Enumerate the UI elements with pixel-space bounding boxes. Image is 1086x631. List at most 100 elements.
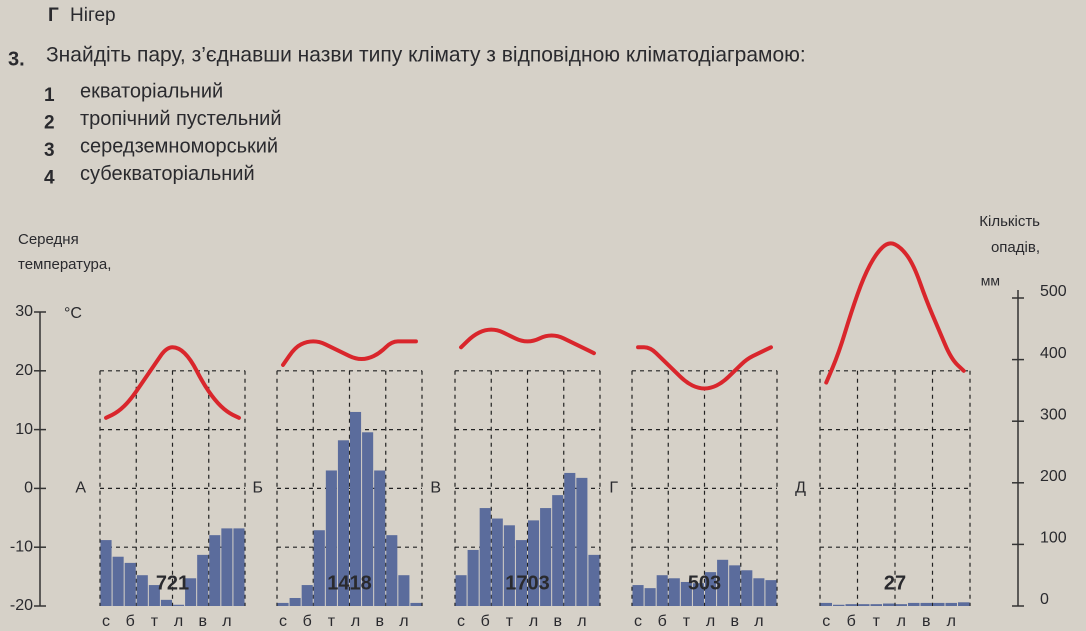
- y2-tick-label: 200: [1040, 468, 1067, 485]
- chart-label: В: [430, 480, 441, 497]
- task-number: 3.: [8, 48, 25, 70]
- precip-bar: [870, 604, 882, 606]
- month-label: в: [553, 613, 562, 630]
- month-label: в: [922, 613, 931, 630]
- precip-bar: [467, 549, 479, 606]
- chart-label: Б: [253, 480, 264, 497]
- precip-bar: [479, 508, 491, 606]
- precip-bar: [398, 575, 410, 606]
- y2-tick-label: 400: [1040, 345, 1067, 362]
- month-label: с: [457, 613, 465, 630]
- precip-bar: [325, 470, 337, 606]
- option-text: екваторіальний: [80, 80, 223, 102]
- y-tick-label: 10: [15, 421, 33, 438]
- month-label: л: [222, 613, 231, 630]
- precip-bar: [386, 535, 398, 606]
- precip-bar: [933, 602, 945, 606]
- y-axis-unit: °C: [64, 305, 82, 322]
- month-label: с: [279, 613, 287, 630]
- precip-bar: [337, 440, 349, 606]
- precip-bar: [491, 518, 503, 606]
- y2-axis-title: Кількість: [979, 213, 1040, 230]
- precip-bar: [362, 432, 374, 606]
- y2-tick-label: 300: [1040, 406, 1067, 423]
- chart-label: Д: [795, 480, 806, 497]
- precip-bar: [374, 470, 386, 606]
- month-label: л: [174, 613, 183, 630]
- precip-bar: [958, 602, 970, 606]
- month-label: с: [634, 613, 642, 630]
- month-label: в: [375, 613, 384, 630]
- month-label: л: [399, 613, 408, 630]
- month-label: б: [126, 613, 135, 630]
- month-label: т: [873, 613, 881, 630]
- precip-bar: [301, 585, 313, 606]
- month-label: л: [351, 613, 360, 630]
- precip-bar: [528, 520, 540, 606]
- precip-bar: [564, 472, 576, 606]
- option-text: середземноморський: [80, 135, 278, 157]
- precip-bar: [455, 575, 467, 606]
- option-text: субекваторіальний: [80, 163, 255, 185]
- month-label: в: [198, 613, 207, 630]
- precip-bar: [820, 602, 832, 606]
- precip-bar: [100, 540, 112, 606]
- option-number: 4: [44, 168, 55, 189]
- month-label: в: [730, 613, 739, 630]
- y-tick-label: 30: [15, 303, 33, 320]
- precip-bar: [197, 554, 209, 606]
- precip-bar: [833, 604, 845, 606]
- precip-bar: [124, 562, 136, 606]
- precip-bar: [540, 508, 552, 606]
- month-label: б: [303, 613, 312, 630]
- y-tick-label: -10: [10, 538, 33, 555]
- option-number: 3: [44, 140, 55, 161]
- precip-bar: [112, 556, 124, 606]
- month-label: л: [947, 613, 956, 630]
- chart-label: А: [75, 480, 86, 497]
- y-tick-label: 0: [24, 480, 33, 497]
- annual-total: 721: [156, 572, 189, 594]
- temperature-line: [104, 345, 241, 420]
- task-text: Знайдіть пару, з’єднавши назви типу клім…: [46, 44, 806, 67]
- precip-bar: [148, 585, 160, 606]
- month-label: б: [847, 613, 856, 630]
- precip-bar: [895, 604, 907, 606]
- month-label: б: [658, 613, 667, 630]
- y-axis-title: Середня: [18, 231, 79, 248]
- y2-axis-title: опадів,: [991, 239, 1040, 256]
- precip-bar: [692, 583, 704, 606]
- temperature-line: [824, 241, 966, 385]
- chart-label: Г: [609, 480, 618, 497]
- y2-tick-label: 0: [1040, 591, 1049, 608]
- month-label: б: [481, 613, 490, 630]
- precip-bar: [515, 540, 527, 606]
- option-text: тропічний пустельний: [80, 108, 282, 130]
- precip-bar: [729, 565, 741, 606]
- month-label: л: [529, 613, 538, 630]
- y2-tick-label: 100: [1040, 530, 1067, 547]
- temperature-line: [459, 327, 596, 356]
- y-tick-label: 20: [15, 362, 33, 379]
- precip-bar: [136, 575, 148, 606]
- precip-bar: [741, 570, 753, 606]
- annual-total: 1703: [505, 572, 550, 594]
- precip-bar: [233, 528, 245, 606]
- month-label: т: [683, 613, 691, 630]
- precip-bar: [221, 528, 233, 606]
- option-number: 2: [44, 113, 55, 134]
- precip-bar: [503, 525, 515, 606]
- y-axis-title: температура,: [18, 256, 111, 273]
- month-label: л: [706, 613, 715, 630]
- precip-bar: [410, 602, 422, 606]
- precip-bar: [350, 411, 362, 606]
- precip-bar: [717, 559, 729, 606]
- precip-bar: [920, 602, 932, 606]
- prev-text: Нігер: [70, 5, 116, 26]
- temperature-line: [281, 339, 418, 367]
- month-label: т: [151, 613, 159, 630]
- precip-bar: [644, 588, 656, 606]
- prev-letter: Г: [48, 5, 59, 26]
- month-label: т: [506, 613, 514, 630]
